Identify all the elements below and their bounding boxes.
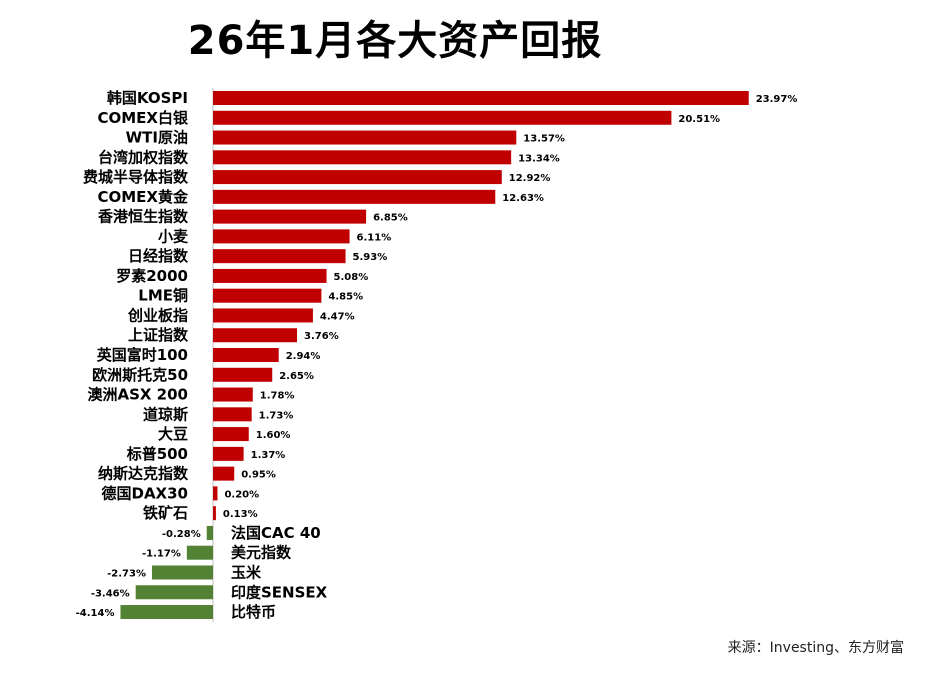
bar-5 [213,189,496,204]
category-label-3: 台湾加权指数 [98,148,189,166]
value-label-16: 1.73% [259,410,294,421]
category-label-8: 日经指数 [128,247,189,265]
category-label-9: 罗素2000 [116,267,188,285]
value-label-14: 2.65% [279,371,314,382]
category-label-7: 小麦 [158,227,189,245]
value-label-22: -0.28% [162,529,201,540]
value-label-9: 5.08% [334,272,369,283]
bar-19 [213,466,235,481]
bar-14 [213,367,273,382]
category-label-1: COMEX白银 [98,109,189,127]
value-label-13: 2.94% [286,351,321,362]
bar-2 [213,130,517,145]
value-label-10: 4.85% [328,292,363,303]
category-label-2: WTI原油 [126,129,188,147]
category-label-20: 德国DAX30 [102,484,189,502]
category-label-25: 印度SENSEX [231,583,328,601]
bar-21 [213,506,216,521]
bar-26 [120,605,213,620]
value-label-25: -3.46% [91,588,130,599]
bar-18 [213,446,244,461]
source-note: 来源：Investing、东方财富 [727,640,904,656]
value-label-24: -2.73% [107,568,146,579]
value-label-3: 13.34% [518,153,560,164]
value-label-26: -4.14% [76,608,115,619]
value-label-23: -1.17% [142,549,181,560]
bar-22 [206,525,213,540]
bar-25 [135,585,213,600]
category-label-13: 英国富时100 [97,346,188,364]
bar-15 [213,387,253,402]
category-label-24: 玉米 [231,563,262,581]
bar-9 [213,268,327,283]
category-label-10: LME铜 [138,287,188,305]
value-label-18: 1.37% [251,450,286,461]
value-label-8: 5.93% [353,252,388,263]
value-label-12: 3.76% [304,331,339,342]
category-label-0: 韩国KOSPI [107,89,188,107]
category-label-18: 标普500 [126,445,188,463]
value-label-7: 6.11% [357,232,392,243]
category-label-26: 比特币 [231,603,276,621]
bar-13 [213,348,279,363]
category-label-12: 上证指数 [128,326,189,344]
category-label-19: 纳斯达克指数 [98,465,189,483]
category-label-5: COMEX黄金 [98,188,189,206]
bar-0 [213,91,749,105]
value-label-5: 12.63% [502,193,544,204]
value-label-17: 1.60% [256,430,291,441]
category-label-14: 欧洲斯托克50 [92,366,188,384]
bar-16 [213,407,252,422]
category-label-6: 香港恒生指数 [98,208,189,226]
bar-17 [213,427,249,442]
bar-3 [213,150,512,165]
value-label-19: 0.95% [241,470,276,481]
category-label-17: 大豆 [158,425,188,443]
category-label-22: 法国CAC 40 [231,524,321,542]
value-label-1: 20.51% [678,114,720,125]
bar-11 [213,308,313,323]
bar-6 [213,209,367,224]
category-label-23: 美元指数 [231,544,292,562]
bar-23 [186,545,213,560]
bar-7 [213,229,350,244]
bar-4 [213,170,502,185]
value-label-20: 0.20% [224,489,259,500]
chart-title: 26年1月各大资产回报 [187,18,603,64]
bar-12 [213,328,298,343]
bar-10 [213,288,322,303]
bar-1 [213,110,672,125]
bar-20 [213,486,218,501]
value-label-21: 0.13% [223,509,258,520]
value-label-4: 12.92% [509,173,551,184]
value-label-11: 4.47% [320,311,355,322]
value-label-15: 1.78% [260,391,295,402]
category-label-4: 费城半导体指数 [83,168,189,186]
category-label-11: 创业板指 [127,306,188,324]
bar-8 [213,249,346,264]
bar-24 [151,565,213,580]
category-label-15: 澳洲ASX 200 [87,386,188,404]
value-label-0: 23.97% [756,94,798,105]
category-label-16: 道琼斯 [143,405,188,423]
value-label-2: 13.57% [523,134,565,145]
category-label-21: 铁矿石 [143,504,188,522]
value-label-6: 6.85% [373,213,408,224]
